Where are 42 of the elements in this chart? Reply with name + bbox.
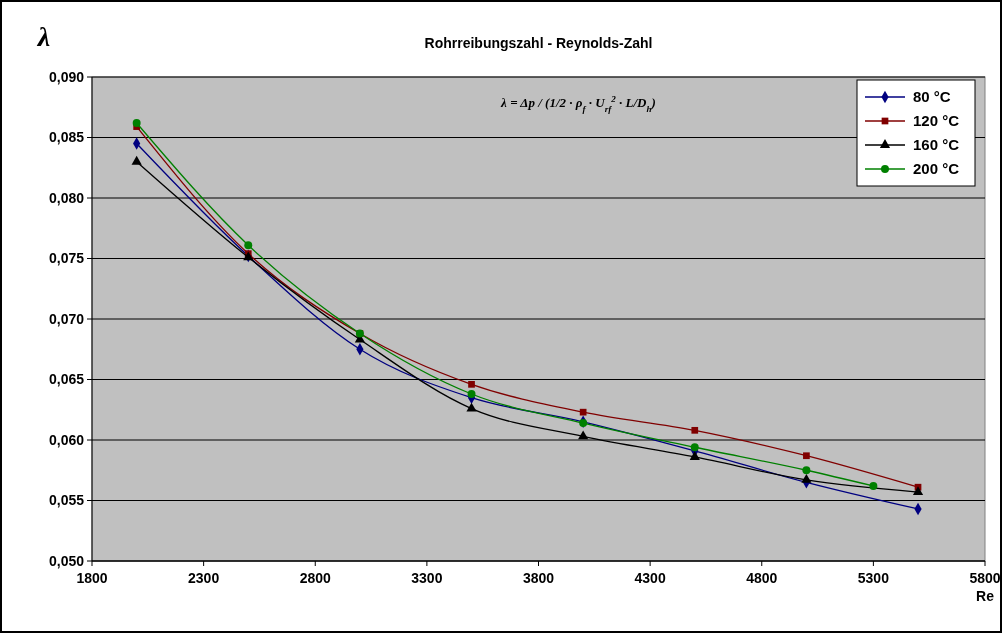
point <box>690 443 699 452</box>
x-tick-label: 4800 <box>746 570 778 586</box>
point <box>802 466 811 475</box>
x-tick-label: 2800 <box>299 570 332 586</box>
point <box>579 419 588 428</box>
y-axis-title: λ <box>36 21 51 52</box>
y-tick-label: 0,055 <box>48 492 85 509</box>
legend-label: 120 °C <box>913 112 960 130</box>
x-tick-label: 2300 <box>188 570 220 586</box>
y-tick-label: 0,050 <box>48 552 85 569</box>
y-tick-label: 0,060 <box>48 431 85 448</box>
point <box>869 482 878 490</box>
chart-title: Rohrreibungszahl - Reynolds-Zahl <box>424 35 653 51</box>
x-tick-label: 3800 <box>522 570 555 586</box>
x-tick-label: 5800 <box>969 570 1001 586</box>
point <box>801 474 812 483</box>
point <box>131 155 142 165</box>
x-tick-label: 3300 <box>411 570 443 586</box>
legend-label: 80 °C <box>913 88 951 106</box>
x-tick-label: 5300 <box>857 570 890 586</box>
y-tick-label: 0,085 <box>48 129 85 146</box>
y-tick-label: 0,065 <box>48 371 85 388</box>
point <box>468 380 475 388</box>
point <box>912 486 924 495</box>
point <box>691 426 699 434</box>
x-tick-label: 4300 <box>634 570 666 586</box>
y-tick-label: 0,090 <box>48 68 85 85</box>
legend-label: 160 °C <box>913 136 960 154</box>
point <box>244 241 253 250</box>
x-tick-label: 1800 <box>76 570 108 586</box>
y-tick-label: 0,080 <box>48 189 85 206</box>
legend-label: 200 °C <box>913 160 960 178</box>
y-tick-label: 0,075 <box>48 250 85 267</box>
point <box>467 390 476 398</box>
point <box>132 119 141 127</box>
x-axis-title: Re <box>976 588 995 604</box>
point <box>579 408 587 416</box>
point <box>578 430 589 440</box>
point <box>803 452 810 460</box>
annotation: λ = Δp / (1/2 · ρ$_{f}$ · U$_{rf}$$^{2}$ · L/D$_{h}$) <box>500 94 656 114</box>
y-tick-label: 0,070 <box>48 310 85 327</box>
point <box>689 451 700 460</box>
